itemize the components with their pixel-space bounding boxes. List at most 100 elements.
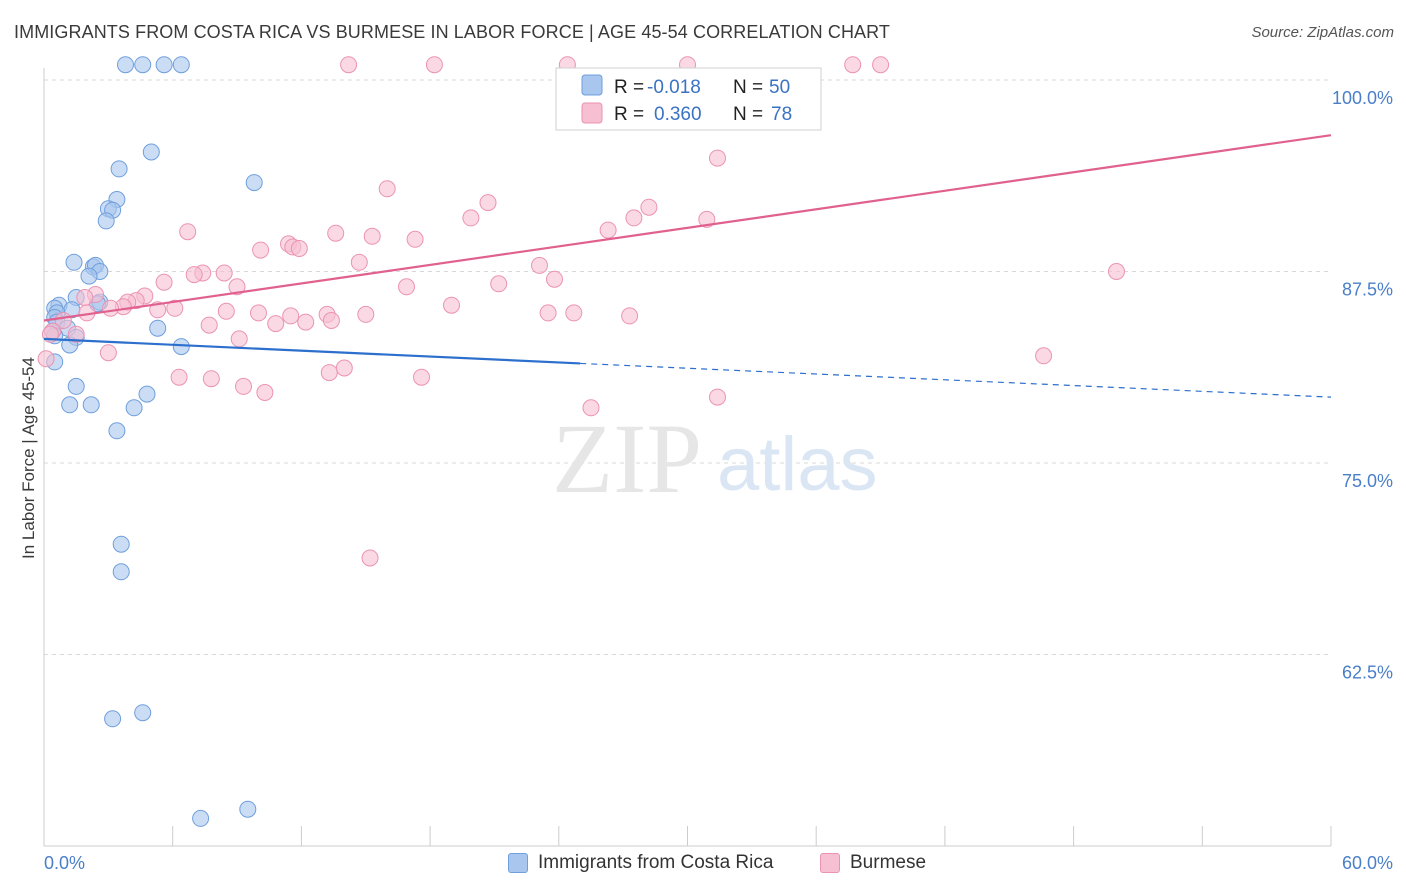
burmese-point-70: [709, 388, 726, 406]
costa-rica-point-15: [80, 267, 98, 285]
legend-item-costa-rica: Immigrants from Costa Rica: [508, 852, 773, 874]
legend-r-label-2: R =: [614, 104, 644, 125]
burmese-point-46: [322, 312, 340, 329]
burmese-point-17: [406, 230, 424, 248]
y-axis-label: In Labor Force | Age 45-54: [19, 357, 38, 559]
costa-rica-point-4: [142, 143, 160, 161]
legend-swatch-blue: [581, 74, 603, 96]
y-tick-label-2: 87.5%: [1342, 280, 1393, 300]
legend-r-value-2: 0.360: [654, 104, 702, 125]
burmese-point-44: [282, 307, 300, 325]
burmese-point-23: [531, 256, 548, 274]
costa-rica-point-0: [117, 56, 134, 74]
burmese-point-61: [99, 344, 117, 362]
costa-rica-point-35: [61, 396, 79, 414]
costa-rica-point-3: [172, 56, 190, 74]
legend-swatch-pink: [581, 102, 603, 124]
costa-rica-point-5: [110, 160, 128, 178]
costa-rica-point-31: [172, 338, 190, 356]
burmese-point-30: [398, 278, 415, 296]
burmese-point-60: [67, 325, 85, 343]
burmese-point-6: [709, 149, 726, 167]
x-tick-label-0: 0.0%: [44, 853, 85, 873]
stats-legend: R = -0.018 N = 50 R = 0.360 N = 78: [555, 67, 822, 131]
burmese-point-47: [297, 313, 315, 331]
burmese-point-71: [1035, 347, 1053, 365]
costa-rica-point-41: [104, 710, 122, 728]
burmese-point-66: [235, 377, 252, 395]
y-tick-label-0: 62.5%: [1342, 663, 1393, 683]
costa-rica-point-6: [245, 174, 263, 192]
costa-rica-point-30: [149, 319, 167, 337]
lines-layer: [43, 134, 1332, 398]
y-tick-label-3: 100.0%: [1332, 88, 1393, 108]
costa-rica-point-11: [65, 253, 83, 271]
costa-rica-point-36: [82, 396, 100, 414]
legend-swatch-burmese: [820, 853, 840, 873]
legend-label-burmese: Burmese: [850, 852, 927, 873]
burmese-point-39: [166, 299, 184, 317]
legend-n-label-2: N =: [733, 104, 763, 125]
burmese-point-14: [179, 223, 197, 241]
burmese-point-50: [267, 315, 285, 333]
legend-n-value-2: 78: [771, 104, 792, 125]
burmese-point-62: [335, 359, 353, 377]
burmese-point-43: [250, 304, 267, 322]
burmese-point-38: [102, 299, 119, 317]
costa-rica-point-42: [134, 704, 152, 722]
legend-n-label-1: N =: [733, 77, 763, 98]
burmese-point-48: [357, 305, 375, 323]
burmese-point-54: [1108, 263, 1125, 280]
burmese-point-58: [200, 316, 218, 334]
burmese-point-16: [363, 227, 381, 245]
burmese-trendline: [43, 134, 1332, 322]
grid-layer: [44, 79, 1331, 655]
burmese-point-27: [546, 270, 563, 288]
legend-swatch-costa-rica: [508, 853, 528, 873]
watermark-atlas: atlas: [717, 422, 878, 507]
costa-rica-point-34: [138, 385, 156, 403]
burmese-point-15: [327, 224, 345, 242]
watermark-zip: ZIP: [552, 403, 702, 514]
costa-rica-point-33: [67, 377, 85, 395]
ticks-layer: 62.5% 75.0% 87.5% 100.0% 0.0% 60.0%: [44, 88, 1393, 873]
burmese-point-63: [320, 364, 338, 382]
axes-layer: [43, 68, 1332, 847]
burmese-point-26: [185, 266, 203, 284]
costa-rica-point-40: [112, 563, 130, 581]
x-tick-label-1: 60.0%: [1342, 853, 1393, 873]
costa-rica-trendline-extension: [580, 362, 1332, 398]
burmese-point-72: [361, 549, 379, 567]
burmese-point-0: [340, 56, 358, 74]
burmese-point-29: [228, 278, 246, 296]
burmese-point-42: [217, 302, 235, 320]
burmese-point-28: [155, 273, 173, 291]
costa-rica-point-43: [192, 809, 210, 827]
burmese-point-65: [202, 370, 220, 388]
burmese-point-68: [256, 384, 274, 401]
burmese-point-25: [215, 264, 233, 282]
burmese-point-31: [490, 275, 508, 293]
burmese-point-51: [539, 304, 557, 322]
burmese-point-9: [479, 194, 497, 212]
legend-r-label-1: R =: [614, 77, 644, 98]
costa-rica-point-44: [239, 800, 257, 818]
legend-r-value-1: -0.018: [647, 77, 701, 98]
series-legend: Immigrants from Costa Rica Burmese: [0, 852, 1406, 878]
burmese-point-52: [565, 304, 583, 322]
costa-rica-point-39: [112, 535, 130, 553]
legend-n-value-1: 50: [769, 77, 790, 98]
costa-rica-point-37: [125, 399, 143, 417]
burmese-point-13: [599, 221, 617, 239]
burmese-point-49: [443, 296, 460, 314]
burmese-point-73: [37, 350, 55, 368]
costa-rica-trendline: [43, 337, 581, 365]
burmese-point-8: [378, 180, 396, 198]
chart-title: IMMIGRANTS FROM COSTA RICA VS BURMESE IN…: [14, 22, 891, 42]
costa-rica-point-10: [97, 212, 115, 230]
burmese-point-64: [170, 368, 188, 386]
costa-rica-point-1: [134, 56, 152, 74]
burmese-point-53: [621, 307, 639, 325]
burmese-point-10: [462, 209, 480, 227]
